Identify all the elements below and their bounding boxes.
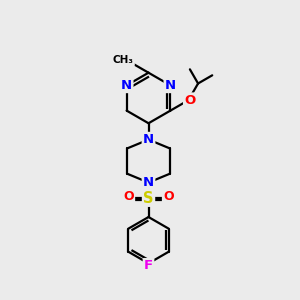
Text: N: N <box>165 79 176 92</box>
Text: N: N <box>143 133 154 146</box>
Text: N: N <box>143 176 154 189</box>
Text: CH₃: CH₃ <box>113 55 134 65</box>
Text: O: O <box>123 190 134 203</box>
Text: O: O <box>184 94 196 107</box>
Text: S: S <box>143 190 154 206</box>
Text: F: F <box>144 259 153 272</box>
Text: N: N <box>121 79 132 92</box>
Text: O: O <box>163 190 174 203</box>
